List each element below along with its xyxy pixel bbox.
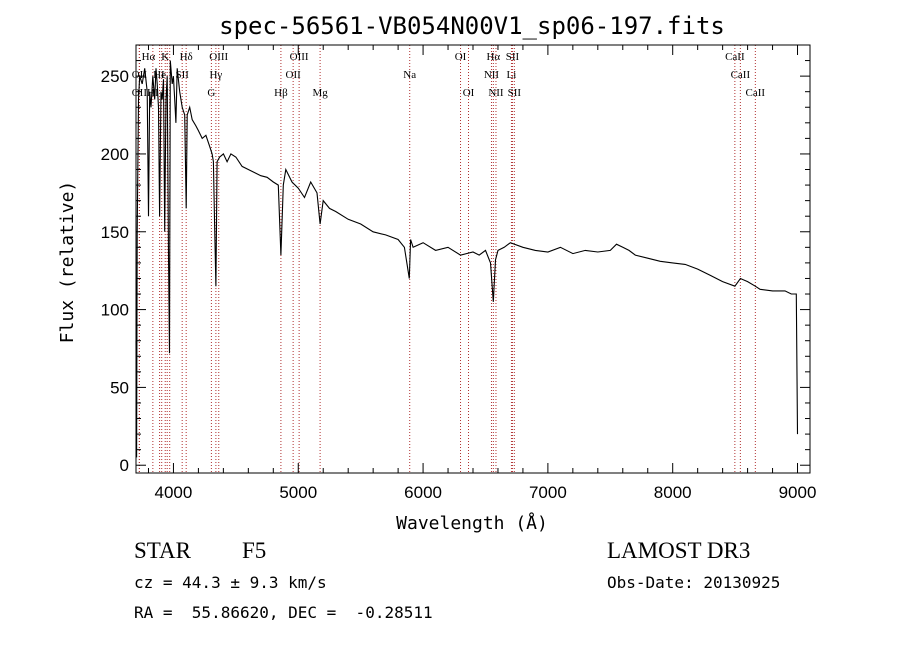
coordinates: RA = 55.86620, DEC = -0.28511: [134, 603, 433, 622]
x-axis-label: Wavelength (Å): [396, 512, 548, 534]
line-marker-label-8: CaII: [725, 51, 745, 63]
line-marker-label-6: Hα: [486, 51, 500, 63]
line-marker-label-15: Na: [403, 69, 416, 81]
line-marker-label-7: SII: [506, 51, 520, 63]
y-tick-label-5: 250: [101, 67, 129, 86]
y-tick-label-4: 200: [101, 145, 129, 164]
object-subclass: F5: [242, 538, 267, 563]
y-tick-label-2: 100: [101, 301, 129, 320]
redshift-cz: cz = 44.3 ± 9.3 km/s: [134, 573, 327, 592]
y-tick-label-0: 0: [120, 456, 129, 475]
line-marker-label-23: Hβ: [274, 87, 288, 99]
line-marker-label-11: I: [161, 69, 165, 81]
y-axis-ticks: 0 50 100 150 200 250: [101, 60, 810, 475]
line-marker-label-22: G: [207, 87, 215, 99]
line-marker-label-28: CaII: [746, 87, 766, 99]
x-axis-ticks: 4000 5000 6000 7000 8000 9000: [147, 45, 817, 502]
y-axis-label: Flux (relative): [57, 181, 78, 344]
chart-title: spec-56561-VB054N00V1_sp06-197.fits: [219, 12, 725, 40]
line-marker-label-1: K: [161, 51, 169, 63]
survey-name: LAMOST DR3: [607, 538, 751, 563]
line-marker-label-3: OIII: [209, 51, 228, 63]
line-marker-label-26: NII: [488, 87, 504, 99]
spectrum-line: [135, 60, 799, 458]
line-markers: [138, 45, 756, 473]
line-marker-label-18: CaII: [731, 69, 751, 81]
plot-frame: [135, 44, 811, 474]
x-tick-label-3: 7000: [529, 483, 567, 502]
line-marker-label-5: OI: [455, 51, 467, 63]
x-tick-label-2: 6000: [404, 483, 442, 502]
line-marker-label-17: Li: [507, 69, 517, 81]
line-marker-label-2: Hδ: [180, 51, 193, 63]
x-tick-label-1: 5000: [279, 483, 317, 502]
line-marker-label-13: Hγ: [209, 69, 222, 81]
line-marker-label-12: SII: [175, 69, 189, 81]
line-marker-label-0: Hα: [142, 51, 156, 63]
observation-date: Obs-Date: 20130925: [607, 573, 781, 592]
line-marker-label-24: Mg: [312, 87, 328, 99]
y-tick-label-3: 150: [101, 223, 129, 242]
y-tick-label-1: 50: [110, 378, 129, 397]
line-marker-label-27: SII: [508, 87, 522, 99]
line-marker-label-16: NII: [484, 69, 500, 81]
line-marker-label-25: OI: [463, 87, 475, 99]
line-marker-label-14: OII: [286, 69, 302, 81]
line-marker-label-20: HI: [147, 87, 159, 99]
object-class: STAR: [134, 538, 191, 563]
x-tick-label-4: 8000: [654, 483, 692, 502]
line-marker-label-4: OIII: [290, 51, 309, 63]
x-tick-label-5: 9000: [779, 483, 817, 502]
x-tick-label-0: 4000: [155, 483, 193, 502]
